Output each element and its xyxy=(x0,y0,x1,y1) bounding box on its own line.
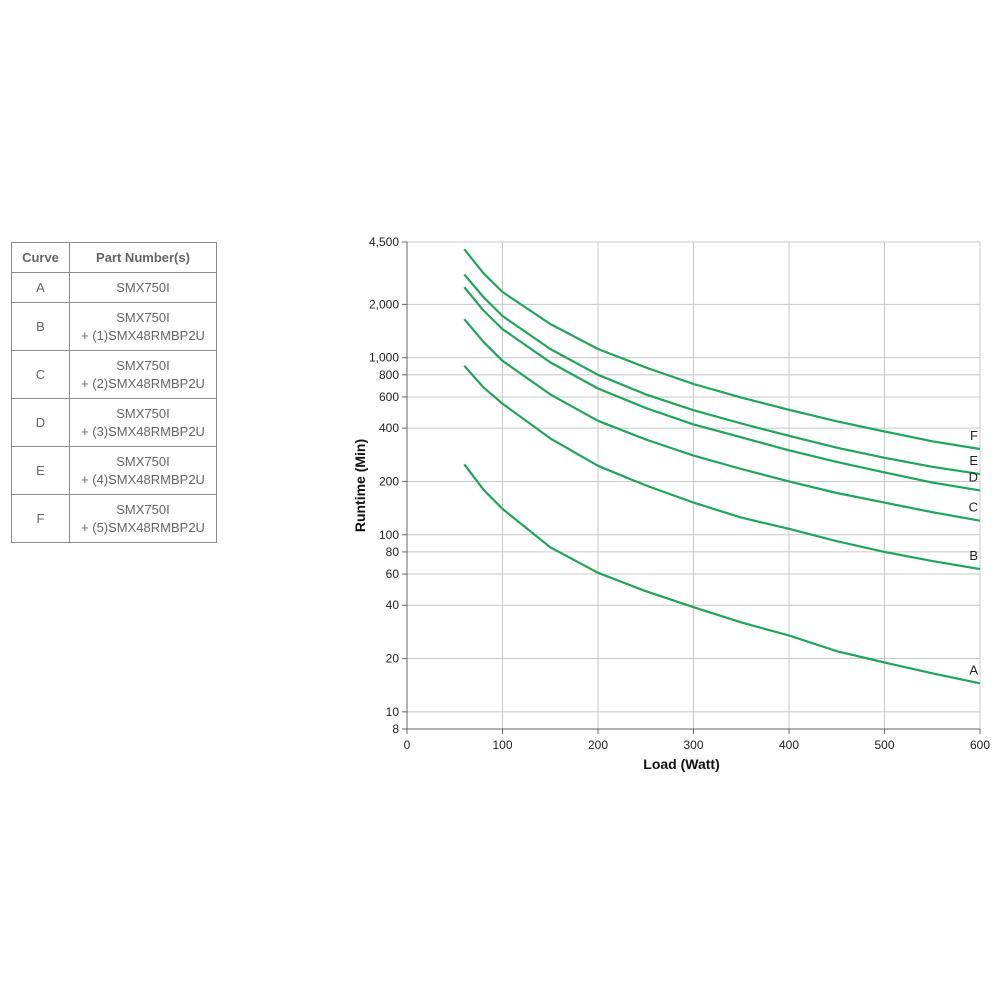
y-tick-label: 1,000 xyxy=(369,351,399,365)
header-curve: Curve xyxy=(11,242,70,273)
curve-label-a: A xyxy=(969,662,978,677)
curve-label-c: C xyxy=(969,500,978,515)
y-tick-label: 8 xyxy=(392,722,399,736)
part-line: SMX750I xyxy=(116,309,170,325)
y-tick-label: 10 xyxy=(386,705,400,719)
series-line-d xyxy=(463,286,981,492)
curve-cell: B xyxy=(11,302,70,351)
curve-cell: C xyxy=(11,350,70,399)
part-line-addon: + (5)SMX48RMBP2U xyxy=(81,519,205,535)
x-tick-label: 300 xyxy=(683,738,703,752)
part-line: SMX750I xyxy=(116,501,170,517)
table-row: D SMX750I + (3)SMX48RMBP2U xyxy=(11,398,217,447)
y-tick-label: 80 xyxy=(386,545,400,559)
series-line-c xyxy=(463,318,981,522)
y-tick-label: 60 xyxy=(386,567,400,581)
curve-part-table: Curve Part Number(s) A SMX750I B SMX750I… xyxy=(11,242,217,543)
part-line-addon: + (3)SMX48RMBP2U xyxy=(81,423,205,439)
x-tick-label: 400 xyxy=(779,738,799,752)
curve-label-b: B xyxy=(969,548,978,563)
series-lines xyxy=(463,248,981,685)
curve-label-f: F xyxy=(970,428,978,443)
part-cell: SMX750I + (1)SMX48RMBP2U xyxy=(69,302,217,351)
part-cell: SMX750I + (2)SMX48RMBP2U xyxy=(69,350,217,399)
curve-cell: D xyxy=(11,398,70,447)
gridlines xyxy=(406,241,981,730)
series-line-e xyxy=(463,273,981,476)
y-tick-label: 20 xyxy=(386,652,400,666)
series-line-a xyxy=(463,463,981,685)
table-row: E SMX750I + (4)SMX48RMBP2U xyxy=(11,446,217,495)
x-tick-label: 500 xyxy=(874,738,894,752)
part-line-addon: + (4)SMX48RMBP2U xyxy=(81,471,205,487)
part-cell: SMX750I + (4)SMX48RMBP2U xyxy=(69,446,217,495)
header-part-numbers: Part Number(s) xyxy=(69,242,217,273)
curve-label-d: D xyxy=(969,469,978,484)
y-tick-label: 200 xyxy=(379,474,399,488)
y-tick-label: 100 xyxy=(379,528,399,542)
curve-labels: A B C DEF xyxy=(969,428,979,677)
series-line-b xyxy=(463,365,981,571)
y-tick-label: 600 xyxy=(379,390,399,404)
y-axis-title: Runtime (Min) xyxy=(352,439,368,532)
y-tick-label: 400 xyxy=(379,421,399,435)
part-line-addon: + (2)SMX48RMBP2U xyxy=(81,375,205,391)
x-tick-label: 600 xyxy=(970,738,990,752)
table-row: F SMX750I + (5)SMX48RMBP2U xyxy=(11,494,217,543)
x-tick-label: 100 xyxy=(492,738,512,752)
part-line: SMX750I xyxy=(116,453,170,469)
curve-label-e: E xyxy=(969,453,978,468)
part-line: SMX750I xyxy=(116,405,170,421)
x-tick-label: 0 xyxy=(404,738,411,752)
part-cell: SMX750I + (5)SMX48RMBP2U xyxy=(69,494,217,543)
x-axis-title: Load (Watt) xyxy=(643,756,719,772)
y-tick-label: 2,000 xyxy=(369,297,399,311)
y-tick-label: 40 xyxy=(386,598,400,612)
series-line-f xyxy=(463,248,981,451)
y-tick-label: 4,500 xyxy=(369,235,399,249)
table-row: C SMX750I + (2)SMX48RMBP2U xyxy=(11,350,217,399)
part-line: SMX750I xyxy=(116,357,170,373)
y-tick-label: 800 xyxy=(379,368,399,382)
part-line: SMX750I xyxy=(116,280,170,295)
part-line-addon: + (1)SMX48RMBP2U xyxy=(81,327,205,343)
table-row: B SMX750I + (1)SMX48RMBP2U xyxy=(11,302,217,351)
axes: 4,5002,0001,0008006004002001008060402010… xyxy=(369,235,990,752)
part-cell: SMX750I + (3)SMX48RMBP2U xyxy=(69,398,217,447)
x-tick-label: 200 xyxy=(588,738,608,752)
